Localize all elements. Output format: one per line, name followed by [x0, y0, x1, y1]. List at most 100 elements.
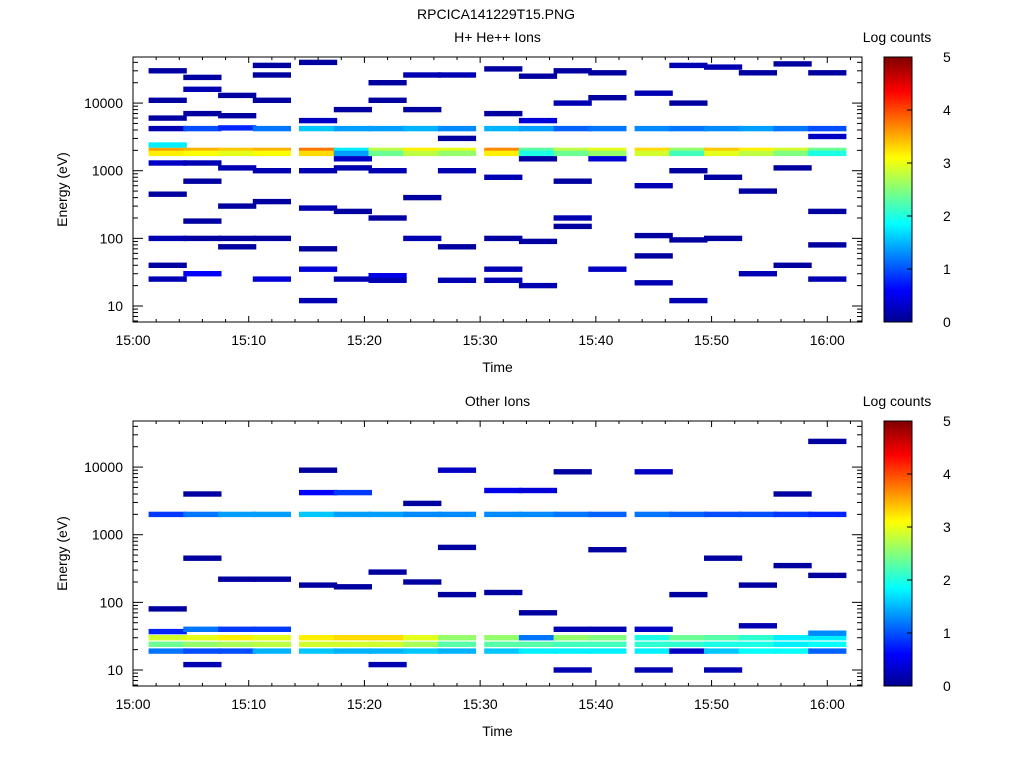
- heatmap-cells: [148, 438, 847, 673]
- heatmap-cell: [634, 125, 673, 132]
- heatmap-cell: [588, 648, 627, 654]
- heatmap-cell: [299, 147, 338, 154]
- heatmap-cell: [252, 626, 291, 632]
- heatmap-cell: [403, 511, 442, 518]
- heatmap-cell: [553, 125, 592, 132]
- heatmap-cell: [738, 623, 777, 629]
- x-axis-label: Time: [482, 359, 513, 375]
- heatmap-cell: [299, 246, 338, 252]
- heatmap-cell: [738, 70, 777, 76]
- heatmap-cell: [773, 511, 812, 518]
- heatmap-cell: [518, 487, 558, 494]
- heatmap-cell: [437, 244, 477, 250]
- heatmap-cell: [148, 511, 187, 518]
- heatmap-cell: [403, 72, 442, 78]
- heatmap-cell: [218, 511, 257, 518]
- heatmap-cell: [484, 125, 523, 132]
- heatmap-cell: [218, 576, 257, 582]
- heatmap-cell: [218, 125, 257, 131]
- heatmap-cell: [333, 150, 372, 157]
- x-tick-label: 15:30: [463, 696, 498, 712]
- heatmap-cell: [738, 150, 777, 157]
- heatmap-cell: [484, 589, 523, 596]
- heatmap-cell: [437, 168, 477, 174]
- heatmap-cell: [368, 80, 407, 86]
- heatmap-cell: [368, 511, 407, 518]
- heatmap-cell: [299, 648, 338, 654]
- heatmap-cell: [553, 150, 592, 157]
- heatmap-cell: [218, 244, 257, 250]
- heatmap-cell: [704, 511, 743, 518]
- heatmap-cell: [437, 544, 477, 551]
- heatmap-cell: [148, 147, 187, 154]
- heatmap-cell: [403, 235, 442, 242]
- heatmap-cell: [553, 511, 592, 518]
- heatmap-cell: [218, 165, 257, 171]
- heatmap-cell: [704, 125, 743, 132]
- heatmap-cell: [437, 277, 477, 283]
- heatmap-cell: [148, 125, 187, 132]
- heatmap-cell: [518, 282, 558, 289]
- heatmap-cell: [553, 178, 592, 184]
- heatmap-cell: [368, 648, 407, 654]
- heatmap-cell: [669, 150, 708, 157]
- heatmap-cell: [183, 661, 222, 668]
- heatmap-cell: [299, 266, 338, 272]
- heatmap-cell: [634, 253, 673, 259]
- heatmap-cell: [484, 147, 523, 154]
- heatmap-cell: [403, 106, 442, 113]
- heatmap-cell: [588, 626, 627, 632]
- heatmap-cell: [333, 648, 372, 654]
- heatmap-cell: [218, 113, 257, 119]
- colorbar: [883, 56, 913, 323]
- heatmap-cell: [808, 133, 847, 140]
- heatmap-cell: [403, 648, 442, 654]
- heatmap-cell: [437, 125, 477, 132]
- heatmap-cell: [299, 168, 338, 174]
- heatmap-cell: [634, 511, 673, 518]
- heatmap-cell: [484, 150, 523, 157]
- heatmap-cell: [773, 262, 812, 268]
- heatmap-cell: [183, 74, 222, 81]
- y-axis-label: Energy (eV): [54, 152, 70, 227]
- heatmap-cell: [403, 125, 442, 132]
- heatmap-cell: [518, 156, 558, 162]
- colorbar-tick-label: 4: [943, 466, 951, 482]
- colorbar: [883, 420, 913, 687]
- heatmap-cell: [484, 266, 523, 272]
- heatmap-cell: [148, 276, 187, 282]
- heatmap-cell: [669, 62, 708, 69]
- heatmap-cell: [588, 147, 627, 154]
- heatmap-cell: [183, 150, 222, 157]
- heatmap-cell: [738, 582, 777, 588]
- colorbar-tick-label: 4: [943, 102, 951, 118]
- heatmap-cell: [148, 635, 187, 641]
- heatmap-cell: [808, 438, 847, 445]
- heatmap-cell: [669, 125, 708, 132]
- heatmap-cell: [738, 188, 777, 194]
- heatmap-cell: [738, 125, 777, 132]
- colorbar-tick-label: 1: [943, 625, 951, 641]
- heatmap-cell: [553, 667, 592, 673]
- heatmap-cell: [518, 641, 558, 647]
- y-tick-label: 10000: [84, 95, 123, 111]
- heatmap-cell: [368, 168, 407, 174]
- heatmap-cell: [808, 635, 847, 641]
- colorbar-tick-label: 5: [943, 413, 951, 429]
- heatmap-cell: [403, 641, 442, 647]
- heatmap-cell: [808, 641, 847, 647]
- heatmap-cell: [183, 511, 222, 518]
- heatmap-cell: [183, 235, 222, 242]
- heatmap-cell: [773, 635, 812, 641]
- heatmap-cell: [403, 147, 442, 154]
- colorbar-label: Log counts: [863, 393, 932, 409]
- colorbar-tick-label: 3: [943, 519, 951, 535]
- heatmap-cell: [333, 584, 372, 590]
- heatmap-cell: [368, 125, 407, 132]
- heatmap-cell: [368, 147, 407, 154]
- x-tick-label: 15:40: [578, 696, 613, 712]
- x-tick-label: 15:50: [694, 332, 729, 348]
- heatmap-cell: [148, 648, 187, 654]
- heatmap-cell: [333, 147, 372, 154]
- x-tick-label: 15:10: [231, 332, 266, 348]
